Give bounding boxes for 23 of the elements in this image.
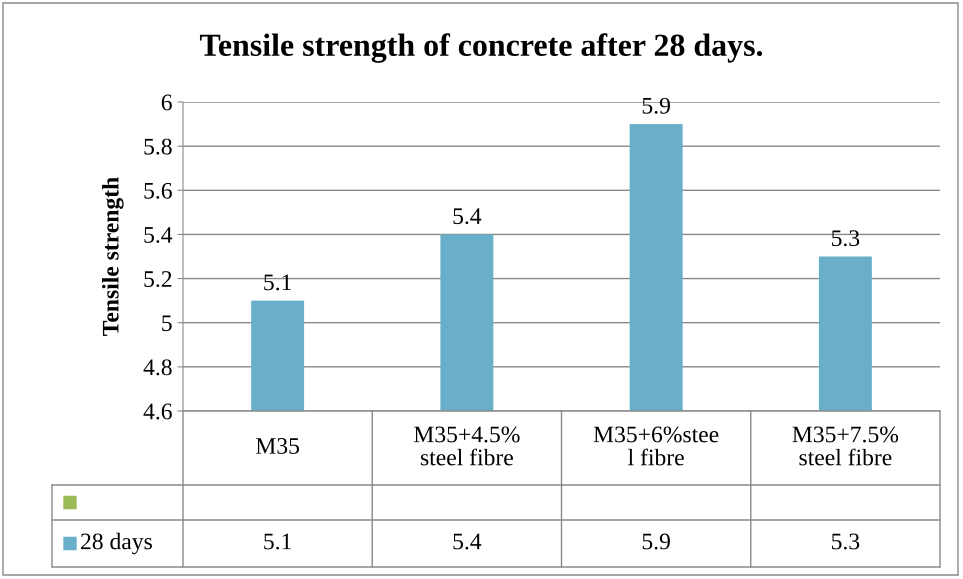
y-tick-label: 5.8 [144,138,172,155]
x-tick-label: M35+7.5% steel fibre [792,426,898,466]
data-label: 5.4 [453,534,482,550]
chart-title: Tensile strength of concrete after 28 days. [200,33,762,63]
annotation: 5.9 [642,98,670,114]
legend-label: 28 days [81,532,152,554]
annotation: 5.4 [453,208,482,224]
y-axis-title: Tensile strength [102,177,124,336]
data-label: 5.9 [642,534,670,550]
y-tick-label: 5.6 [144,182,172,199]
annotation: 5.3 [832,230,860,246]
data-label: 5.1 [264,534,291,550]
x-tick-label: M35 [256,438,300,454]
annotation: 5.1 [264,274,291,290]
y-tick-label: 6 [162,94,172,110]
y-tick-label: 4.8 [144,359,172,376]
x-tick-label: M35+6%stee l fibre [594,426,718,466]
y-tick-label: 5 [162,315,172,332]
y-tick-label: 5.4 [144,227,172,243]
y-tick-label: 4.6 [144,404,172,420]
data-label: 5.3 [832,534,860,550]
y-tick-label: 5.2 [144,271,172,288]
x-tick-label: M35+4.5% steel fibre [414,426,520,466]
